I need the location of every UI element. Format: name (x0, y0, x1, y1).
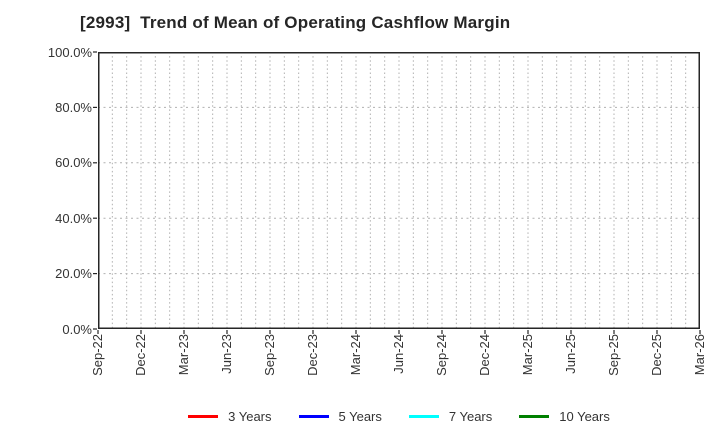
chart-title: [2993] Trend of Mean of Operating Cashfl… (80, 13, 511, 32)
y-tick-label: 100.0% (47, 44, 92, 60)
legend-item-label: 7 Years (448, 408, 493, 424)
y-tick-label: 60.0% (55, 155, 92, 171)
x-tick-label: Mar-23 (176, 334, 191, 376)
x-tick-label: Dec-23 (305, 334, 320, 376)
axis-frame (98, 52, 700, 329)
legend-item-label: 10 Years (559, 408, 610, 424)
legend-item-label: 5 Years (338, 408, 382, 424)
legend-item: 10 Years (519, 409, 610, 424)
legend-item: 3 Years (188, 408, 272, 424)
legend: 3 Years 5 Years 7 Years 10 Years (98, 404, 700, 428)
legend-item-label: 3 Years (228, 408, 272, 424)
x-tick-label: Dec-24 (477, 334, 492, 376)
legend-item: 7 Years (408, 408, 493, 424)
x-tick-label: Sep-22 (90, 334, 105, 376)
x-tick-label: Dec-22 (133, 334, 148, 376)
legend-line-swatch (519, 414, 550, 418)
legend-item: 5 Years (298, 408, 382, 424)
x-tick-label: Jun-23 (219, 334, 234, 374)
legend-line-swatch (298, 414, 329, 418)
plot-area (93, 51, 701, 334)
x-tick-label: Mar-24 (348, 334, 363, 376)
x-tick-label: Sep-25 (606, 334, 621, 376)
x-tick-label: Jun-24 (391, 334, 406, 374)
y-tick-label: 80.0% (55, 99, 92, 115)
x-tick-label: Jun-25 (563, 334, 578, 374)
x-tick-label: Sep-23 (262, 334, 277, 376)
x-tick-label: Dec-25 (649, 334, 664, 376)
y-tick-label: 40.0% (55, 210, 92, 226)
y-tick-label: 0.0% (62, 321, 92, 337)
grid-and-frame (93, 51, 701, 334)
x-tick-label: Mar-26 (692, 334, 707, 376)
y-tick-label: 20.0% (55, 266, 92, 282)
x-tick-label: Sep-24 (434, 334, 449, 376)
legend-line-swatch (188, 414, 219, 418)
legend-line-swatch (408, 414, 439, 418)
x-tick-label: Mar-25 (520, 334, 535, 376)
